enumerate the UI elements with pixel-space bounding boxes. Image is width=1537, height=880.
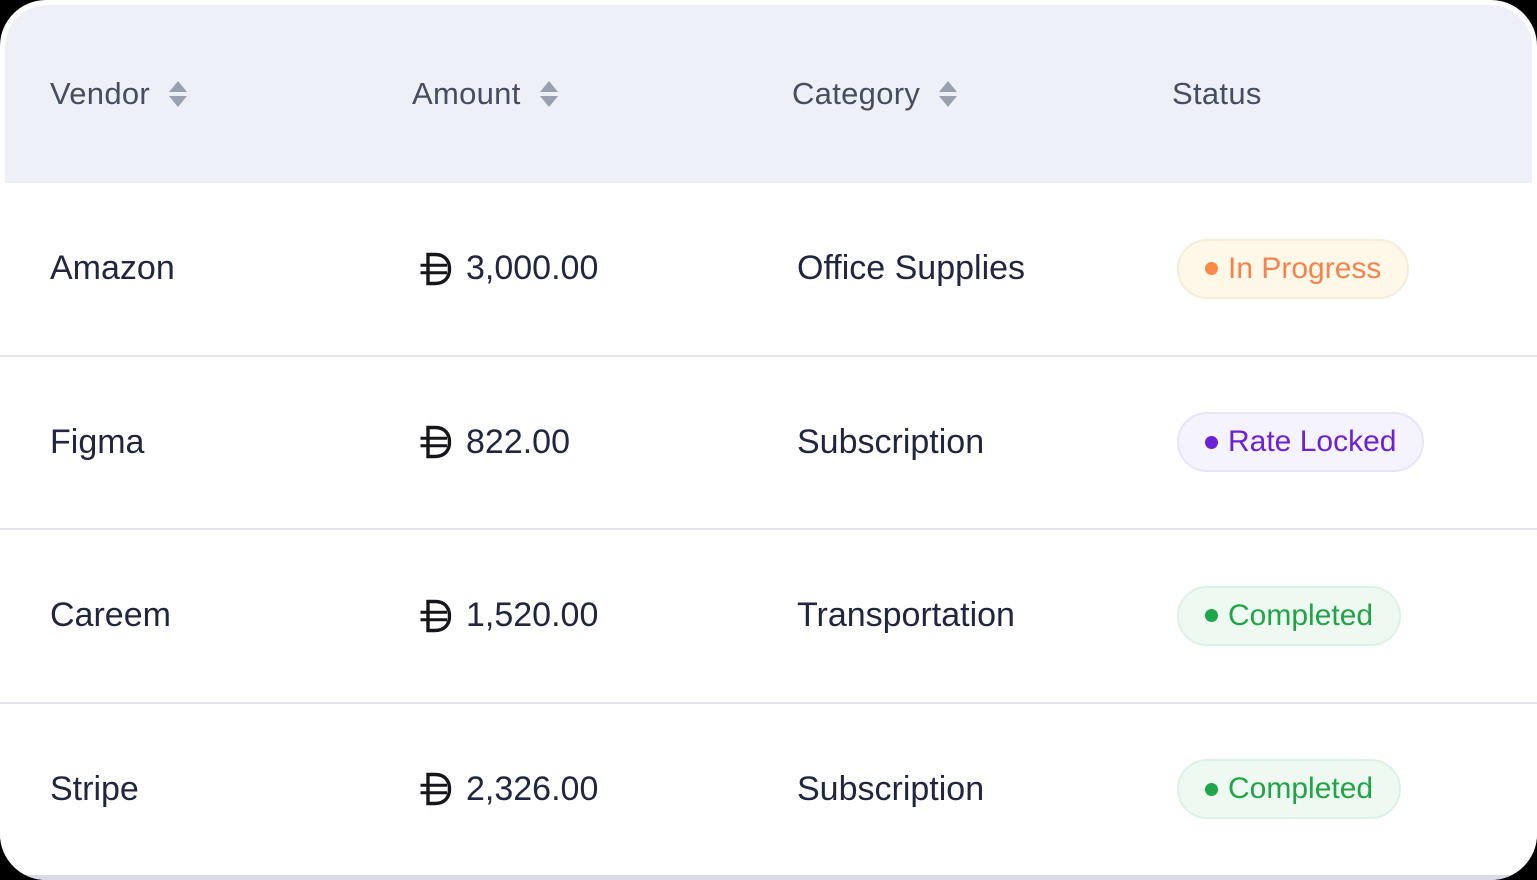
sort-icon bbox=[169, 81, 188, 107]
dirham-currency-icon bbox=[417, 252, 453, 286]
amount-cell: 822.00 bbox=[417, 423, 797, 462]
status-label: In Progress bbox=[1228, 251, 1382, 285]
vendor-cell: Stripe bbox=[50, 769, 139, 808]
amount-value: 822.00 bbox=[466, 422, 570, 461]
sort-asc-icon bbox=[169, 81, 188, 92]
table-row: Careem 1,520.00 Transportation Completed bbox=[0, 528, 1537, 702]
dirham-currency-icon bbox=[417, 599, 453, 633]
amount-cell: 2,326.00 bbox=[417, 770, 797, 809]
card-bottom-edge bbox=[0, 875, 1537, 880]
sort-asc-icon bbox=[539, 81, 558, 92]
category-cell: Transportation bbox=[797, 596, 1015, 635]
status-label: Rate Locked bbox=[1228, 425, 1397, 459]
amount-value: 2,326.00 bbox=[466, 769, 599, 808]
table-row: Amazon 3,000.00 Office Supplies In Progr… bbox=[0, 183, 1537, 355]
amount-value: 1,520.00 bbox=[466, 596, 599, 635]
sort-desc-icon bbox=[939, 96, 958, 107]
status-cell: In Progress bbox=[1177, 238, 1537, 299]
column-header-category[interactable]: Category bbox=[792, 76, 1172, 112]
sort-desc-icon bbox=[169, 96, 188, 107]
status-badge: Completed bbox=[1177, 585, 1402, 646]
category-cell: Office Supplies bbox=[797, 249, 1026, 288]
sort-asc-icon bbox=[939, 81, 958, 92]
column-header-label: Amount bbox=[412, 76, 521, 111]
status-dot-icon bbox=[1205, 609, 1218, 623]
table-row: Figma 822.00 Subscription Rate Locked bbox=[0, 354, 1537, 528]
status-badge: In Progress bbox=[1177, 238, 1410, 299]
status-label: Completed bbox=[1228, 772, 1374, 806]
status-dot-icon bbox=[1205, 262, 1218, 276]
column-header-amount[interactable]: Amount bbox=[412, 76, 792, 112]
status-badge: Rate Locked bbox=[1177, 412, 1425, 473]
vendor-cell: Careem bbox=[50, 596, 171, 635]
column-header-label: Status bbox=[1172, 76, 1262, 111]
table-body: Amazon 3,000.00 Office Supplies In Progr… bbox=[0, 183, 1537, 875]
column-header-label: Category bbox=[792, 76, 921, 111]
column-header-status: Status bbox=[1172, 76, 1532, 112]
vendor-cell: Figma bbox=[50, 422, 145, 461]
status-dot-icon bbox=[1205, 435, 1218, 449]
table-row: Stripe 2,326.00 Subscription Completed bbox=[0, 701, 1537, 875]
sort-icon bbox=[939, 81, 958, 107]
category-cell: Subscription bbox=[797, 422, 985, 461]
status-cell: Completed bbox=[1177, 759, 1537, 820]
amount-cell: 1,520.00 bbox=[417, 596, 797, 635]
dirham-currency-icon bbox=[417, 772, 453, 806]
category-cell: Subscription bbox=[797, 769, 985, 808]
sort-desc-icon bbox=[539, 96, 558, 107]
status-cell: Rate Locked bbox=[1177, 412, 1537, 473]
table-header-row: Vendor Amount Category Status bbox=[5, 5, 1532, 183]
amount-cell: 3,000.00 bbox=[417, 249, 797, 288]
amount-value: 3,000.00 bbox=[466, 249, 599, 288]
status-label: Completed bbox=[1228, 598, 1374, 632]
sort-icon bbox=[539, 81, 558, 107]
column-header-vendor[interactable]: Vendor bbox=[50, 76, 412, 112]
status-dot-icon bbox=[1205, 782, 1218, 796]
column-header-label: Vendor bbox=[50, 76, 151, 111]
dirham-currency-icon bbox=[417, 425, 453, 459]
status-cell: Completed bbox=[1177, 585, 1537, 646]
status-badge: Completed bbox=[1177, 759, 1402, 820]
vendor-cell: Amazon bbox=[50, 249, 175, 288]
